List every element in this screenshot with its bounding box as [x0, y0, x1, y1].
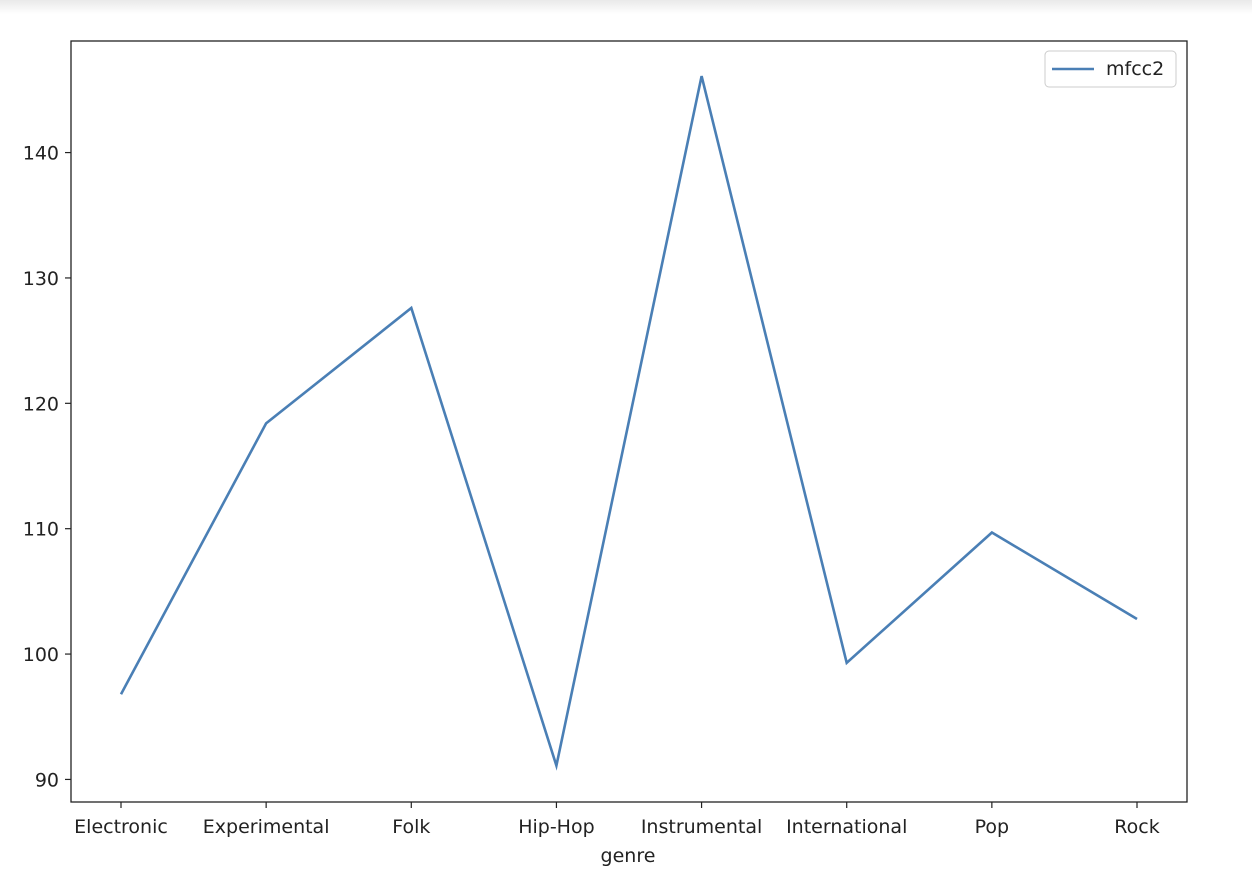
- series-layer: [119, 75, 1138, 771]
- x-tick-label: Pop: [975, 816, 1009, 838]
- y-tick-label: 110: [23, 519, 59, 541]
- x-tick-label: Electronic: [74, 816, 168, 838]
- legend: mfcc2: [1044, 50, 1177, 88]
- x-tick-label: Hip-Hop: [518, 816, 594, 838]
- series-line-mfcc2: [119, 75, 1138, 771]
- x-axis: Electronic Experimental Folk Hip-Hop Instrum…: [74, 802, 1160, 838]
- y-tick-label: 130: [23, 268, 59, 290]
- x-tick-label: International: [786, 816, 907, 838]
- y-tick-label: 120: [23, 393, 59, 415]
- y-tick-label: 90: [35, 769, 59, 791]
- x-tick-label: Experimental: [203, 816, 330, 838]
- y-tick-label: 140: [23, 143, 59, 165]
- x-tick-label: Folk: [392, 816, 430, 838]
- x-axis-label: genre: [601, 845, 656, 867]
- legend-box: [1044, 50, 1177, 88]
- y-axis: 90 100 110 120 130 140: [23, 143, 71, 791]
- page-top-shade: [0, 0, 1252, 14]
- x-tick-label: Rock: [1114, 816, 1159, 838]
- x-tick-label: Instrumental: [641, 816, 762, 838]
- y-tick-label: 100: [23, 644, 59, 666]
- legend-label-mfcc2: mfcc2: [1106, 58, 1164, 80]
